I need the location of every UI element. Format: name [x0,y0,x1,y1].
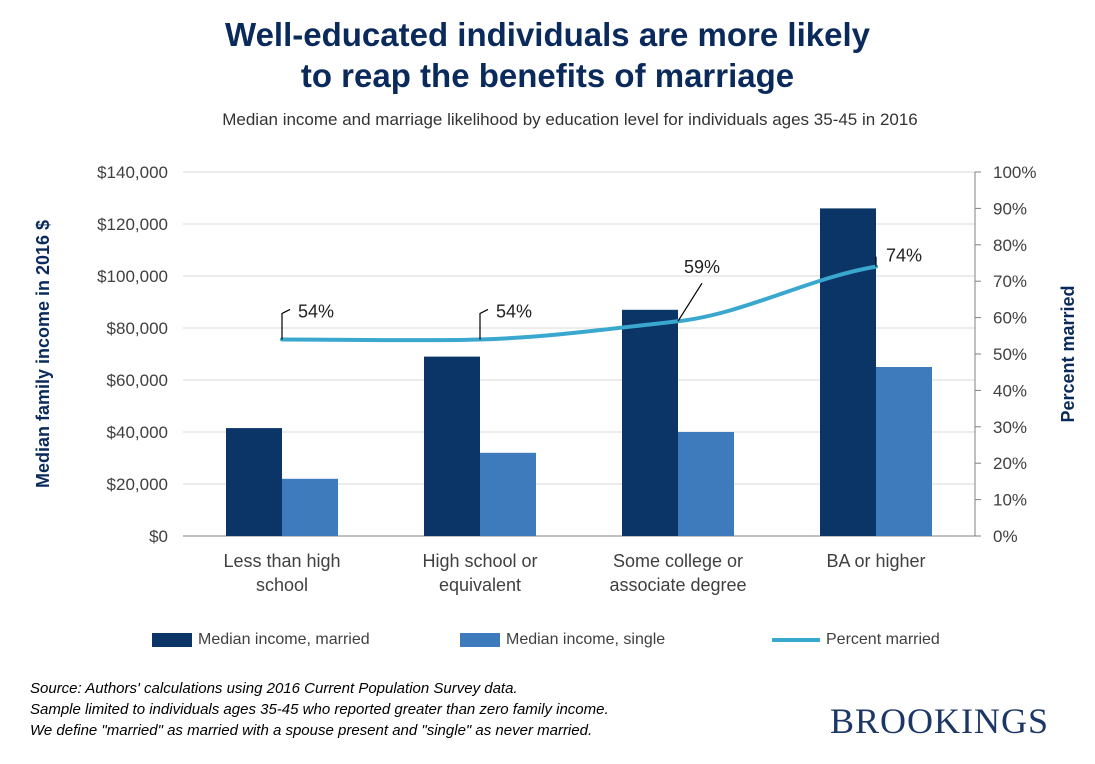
bar-married [622,309,678,536]
legend-line-swatch [772,638,820,642]
brookings-logo: BROOKINGS [830,701,1050,741]
y2-tick-label: 10% [993,491,1027,510]
x-tick-label: High school or [422,551,537,571]
source-line-3: We define "married" as married with a sp… [30,722,593,739]
y2-tick-label: 30% [993,418,1027,437]
bar-married [226,428,282,536]
data-label: 54% [496,301,532,321]
source-line-1: Source: Authors' calculations using 2016… [30,680,518,697]
y-tick-label: $100,000 [97,267,168,286]
y-axis-title: Median family income in 2016 $ [33,220,53,488]
chart-title: Well-educated individuals are more likel… [0,14,1095,96]
x-tick-label: Some college or [613,551,743,571]
chart-title-line-1: Well-educated individuals are more likel… [225,16,870,53]
source-note: Source: Authors' calculations using 2016… [30,678,609,741]
bar-single [678,432,734,536]
x-tick-label: equivalent [439,575,521,595]
bar-single [876,367,932,536]
legend-label: Percent married [826,631,940,648]
y2-axis-title: Percent married [1058,285,1078,422]
y2-tick-label: 40% [993,381,1027,400]
data-label: 54% [298,301,334,321]
y2-tick-label: 70% [993,272,1027,291]
chart-title-line-2: to reap the benefits of marriage [300,57,795,94]
data-label: 74% [886,246,922,266]
source-line-2: Sample limited to individuals ages 35-45… [30,701,609,718]
y2-tick-label: 0% [993,527,1018,546]
y2-tick-label: 80% [993,236,1027,255]
y2-tick-label: 60% [993,309,1027,328]
x-tick-label: associate degree [609,575,746,595]
y-tick-label: $0 [149,527,168,546]
legend-item: Percent married [772,628,940,652]
y-tick-label: $40,000 [107,423,168,442]
legend-item: Median income, single [460,628,665,652]
y2-tick-label: 100% [993,163,1036,182]
data-label: 59% [684,257,720,277]
legend-item: Median income, married [152,628,370,652]
x-tick-label: BA or higher [826,551,925,571]
y-tick-label: $140,000 [97,163,168,182]
data-label-leader [677,282,703,322]
y-tick-label: $20,000 [107,475,168,494]
percent-married-line [280,264,878,343]
data-label-leader [479,308,489,340]
legend-label: Median income, married [198,631,370,648]
bar-single [480,452,536,536]
legend-bar-swatch [152,633,192,647]
y2-tick-label: 20% [993,454,1027,473]
y-tick-label: $120,000 [97,215,168,234]
y-tick-label: $80,000 [107,319,168,338]
y-tick-label: $60,000 [107,371,168,390]
y2-tick-label: 90% [993,199,1027,218]
bar-married [820,208,876,536]
x-tick-label: school [256,575,308,595]
legend-label: Median income, single [506,631,666,648]
chart-subtitle: Median income and marriage likelihood by… [222,110,918,129]
data-label-leader [281,308,291,340]
x-tick-label: Less than high [223,551,340,571]
y2-tick-label: 50% [993,345,1027,364]
bar-single [282,478,338,536]
legend-bar-swatch [460,633,500,647]
bar-married [424,356,480,536]
